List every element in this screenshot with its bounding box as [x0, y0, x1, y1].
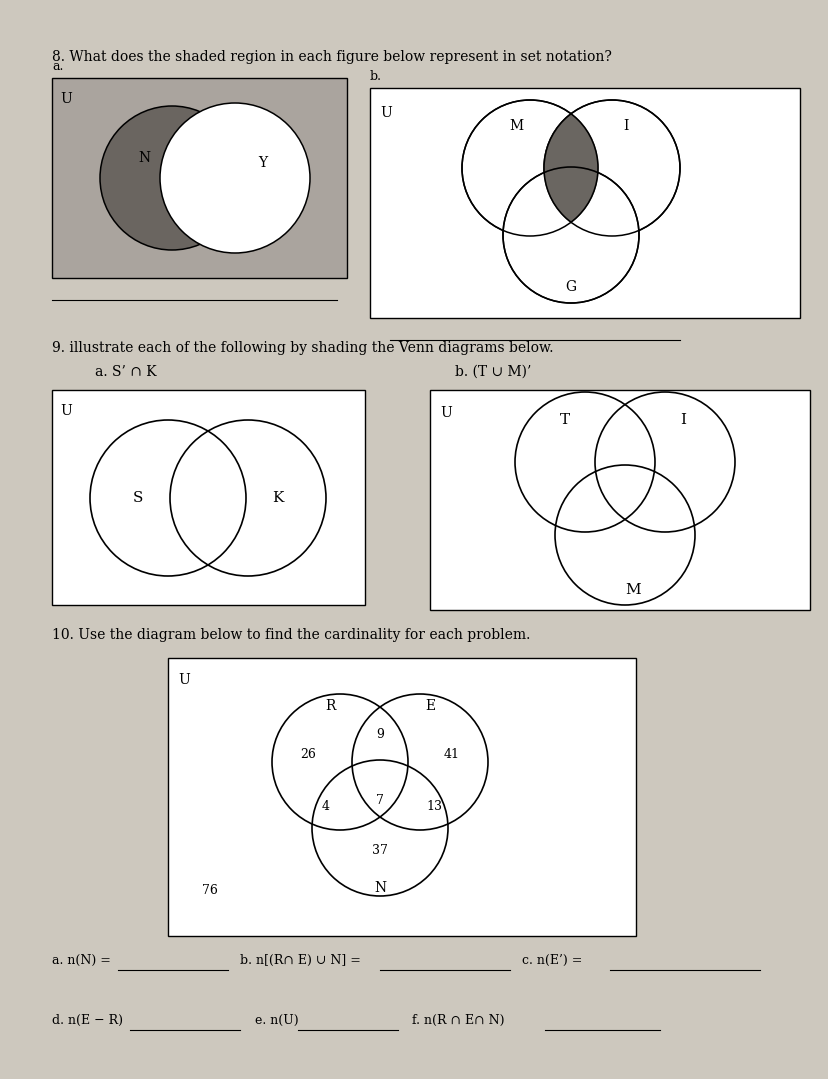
Text: U: U: [60, 92, 72, 106]
Text: c. n(E’) =: c. n(E’) =: [522, 954, 582, 967]
Text: U: U: [60, 404, 72, 418]
Text: f. n(R ∩ E∩ N): f. n(R ∩ E∩ N): [412, 1013, 504, 1026]
Text: M: M: [624, 583, 640, 597]
Text: b. n[(R∩ E) ∪ N] =: b. n[(R∩ E) ∪ N] =: [240, 954, 360, 967]
Text: b.: b.: [369, 70, 382, 83]
Circle shape: [160, 103, 310, 252]
Text: K: K: [272, 491, 283, 505]
Text: 37: 37: [372, 844, 388, 857]
Text: 26: 26: [300, 748, 315, 761]
Text: G: G: [565, 279, 575, 293]
Text: M: M: [508, 119, 522, 133]
Text: 7: 7: [376, 793, 383, 806]
Circle shape: [461, 100, 597, 236]
Text: a. S’ ∩ K: a. S’ ∩ K: [95, 365, 156, 379]
Text: e. n(U): e. n(U): [255, 1013, 298, 1026]
Circle shape: [503, 167, 638, 303]
Text: E: E: [425, 699, 435, 713]
Text: Y: Y: [258, 156, 267, 170]
Text: a.: a.: [52, 60, 63, 73]
Text: 10. Use the diagram below to find the cardinality for each problem.: 10. Use the diagram below to find the ca…: [52, 628, 530, 642]
Bar: [52, 78, 347, 278]
Text: 76: 76: [202, 885, 218, 898]
Text: a. n(N) =: a. n(N) =: [52, 954, 111, 967]
Text: U: U: [379, 106, 392, 120]
Bar: [430, 390, 809, 610]
Polygon shape: [543, 113, 597, 222]
Text: I: I: [679, 413, 686, 427]
Text: N: N: [373, 880, 386, 894]
Text: 13: 13: [426, 801, 441, 814]
Text: 9. illustrate each of the following by shading the Venn diagrams below.: 9. illustrate each of the following by s…: [52, 341, 553, 355]
Text: 41: 41: [444, 748, 460, 761]
Text: d. n(E − R): d. n(E − R): [52, 1013, 123, 1026]
Bar: [369, 88, 799, 318]
Text: T: T: [559, 413, 570, 427]
Circle shape: [100, 106, 243, 250]
Text: U: U: [440, 406, 451, 420]
Text: S: S: [132, 491, 143, 505]
Text: R: R: [325, 699, 335, 713]
Circle shape: [543, 100, 679, 236]
Bar: [168, 658, 635, 935]
Text: 9: 9: [376, 727, 383, 740]
Bar: [52, 390, 364, 605]
Text: b. (T ∪ M)’: b. (T ∪ M)’: [455, 365, 531, 379]
Text: I: I: [623, 119, 628, 133]
Text: 8. What does the shaded region in each figure below represent in set notation?: 8. What does the shaded region in each f…: [52, 50, 611, 64]
Text: N: N: [137, 151, 150, 165]
Text: 4: 4: [321, 801, 330, 814]
Text: U: U: [178, 673, 190, 687]
